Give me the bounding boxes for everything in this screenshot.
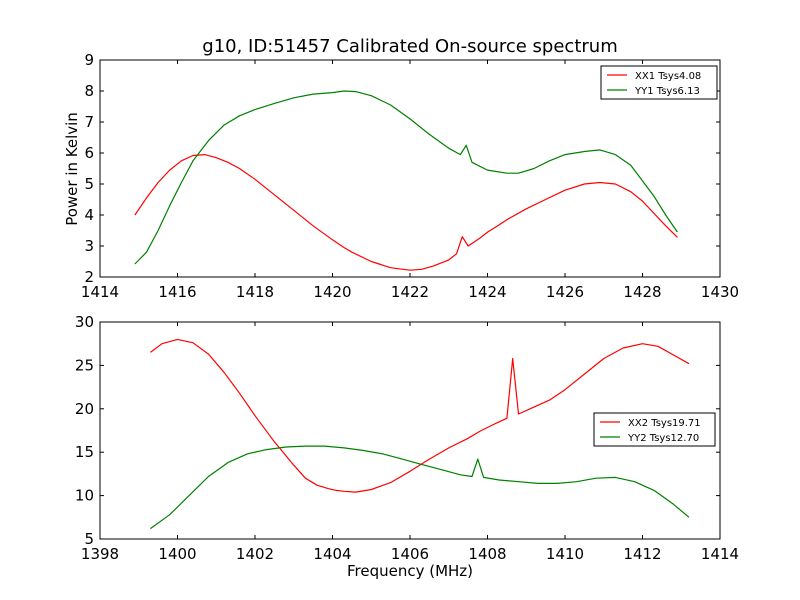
bottom-series-line-yy2 bbox=[150, 445, 690, 530]
top-series-line-yy1 bbox=[134, 90, 678, 265]
bottom-y-tick-label: 20 bbox=[75, 400, 94, 418]
top-y-tick-label: 4 bbox=[84, 206, 94, 224]
bottom-y-tick-label: 30 bbox=[75, 313, 94, 331]
bottom-y-tick-label: 25 bbox=[75, 356, 94, 374]
bottom-plot-panel: 1398 1400 1402 1404 1406 1408 1410 1412 1414 5 10 1… bbox=[75, 313, 739, 563]
top-legend-label: YY1 Tsys6.13 bbox=[634, 86, 700, 97]
top-y-tick-label: 5 bbox=[84, 175, 94, 193]
bottom-x-axis-label: Frequency (MHz) bbox=[347, 562, 473, 580]
top-x-tick-label: 1426 bbox=[546, 283, 584, 301]
top-series-line-xx1 bbox=[134, 154, 678, 271]
top-x-tick-label: 1428 bbox=[623, 283, 661, 301]
bottom-series-line-xx2 bbox=[150, 338, 690, 493]
top-x-tick-label: 1424 bbox=[468, 283, 506, 301]
top-x-tick-label: 1418 bbox=[236, 283, 274, 301]
top-x-tick-label: 1422 bbox=[391, 283, 429, 301]
top-y-tick-label: 3 bbox=[84, 237, 94, 255]
chart-title: g10, ID:51457 Calibrated On-source spect… bbox=[202, 36, 617, 57]
top-y-tick-label: 2 bbox=[84, 268, 94, 286]
top-legend-box bbox=[600, 65, 718, 100]
bottom-x-tick-label: 1412 bbox=[623, 545, 661, 563]
top-x-tick-label: 1414 bbox=[81, 283, 119, 301]
bottom-x-tick-label: 1398 bbox=[81, 545, 119, 563]
bottom-y-tick-label: 10 bbox=[75, 487, 94, 505]
bottom-x-tick-label: 1408 bbox=[468, 545, 506, 563]
bottom-legend: XX2 Tsys19.71 YY2 Tsys12.70 bbox=[593, 412, 716, 447]
top-y-tick-label: 8 bbox=[84, 82, 94, 100]
top-y-tick-label: 7 bbox=[84, 113, 94, 131]
top-y-axis-label: Power in Kelvin bbox=[63, 112, 81, 226]
bottom-x-tick-label: 1414 bbox=[701, 545, 739, 563]
bottom-legend-box bbox=[593, 412, 716, 447]
bottom-legend-label: YY2 Tsys12.70 bbox=[627, 433, 699, 444]
bottom-x-tick-label: 1404 bbox=[313, 545, 351, 563]
bottom-legend-label: XX2 Tsys19.71 bbox=[628, 418, 701, 429]
top-y-tick-label: 9 bbox=[84, 51, 94, 69]
bottom-x-tick-label: 1402 bbox=[236, 545, 274, 563]
bottom-x-tick-label: 1400 bbox=[158, 545, 196, 563]
top-x-tick-label: 1430 bbox=[701, 283, 739, 301]
bottom-x-tick-label: 1410 bbox=[546, 545, 584, 563]
top-plot-panel: 1414 1416 1418 1420 1422 1424 1426 1428 1430 2 3 4 5… bbox=[81, 51, 739, 301]
bottom-x-tick-label: 1406 bbox=[391, 545, 429, 563]
top-legend-label: XX1 Tsys4.08 bbox=[635, 71, 701, 82]
top-x-tick-label: 1420 bbox=[313, 283, 351, 301]
top-x-tick-label: 1416 bbox=[158, 283, 196, 301]
bottom-y-tick-label: 5 bbox=[84, 530, 94, 548]
top-legend: XX1 Tsys4.08 YY1 Tsys6.13 bbox=[600, 65, 718, 100]
top-y-tick-label: 6 bbox=[84, 144, 94, 162]
bottom-y-tick-label: 15 bbox=[75, 443, 94, 461]
